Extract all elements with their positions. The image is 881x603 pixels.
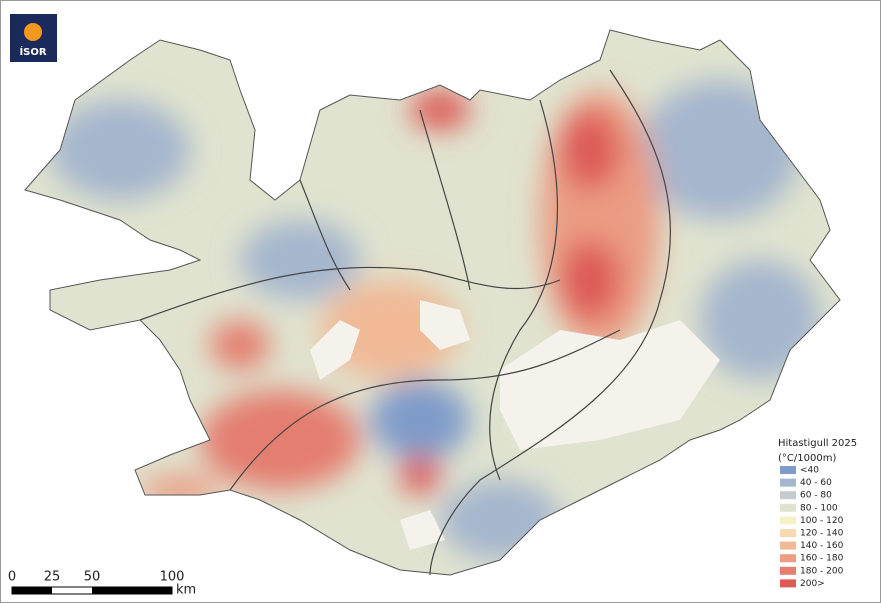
legend-label: 120 - 140 [800,529,844,539]
legend-swatch [780,541,796,550]
legend-swatch [780,466,796,474]
legend-swatch [780,579,796,588]
legend-label: 80 - 100 [800,503,838,513]
legend-swatch [780,566,796,575]
legend-swatch [780,503,796,512]
legend-swatch [780,478,796,487]
legend-subtitle: (°C/1000m) [778,453,836,464]
legend-label: 140 - 160 [800,541,844,551]
logo: ÍSOR [10,14,57,62]
scale-label: 100 [160,570,185,585]
legend-label: 180 - 200 [800,566,844,576]
coastline [24,29,841,576]
logo-text: ÍSOR [19,45,46,58]
legend: Hitastigull 2025 (°C/1000m) <40 40 - 60 60… [778,438,857,589]
legend-swatch [780,529,796,537]
legend-label: 200> [800,579,825,589]
legend-label: 100 - 120 [800,516,844,526]
legend-swatch [780,516,796,525]
scale-label: 50 [84,570,101,585]
legend-title: Hitastigull 2025 [778,438,857,449]
legend-swatch [780,491,796,500]
legend-label: 40 - 60 [800,478,832,488]
legend-swatch [780,554,796,563]
legend-label: 160 - 180 [800,554,844,564]
zone-lines [139,69,672,576]
scale-label: 0 [8,570,16,585]
legend-label: 60 - 80 [800,491,832,501]
scale-label: 25 [44,570,61,585]
scale-unit: km [176,583,196,598]
glacier [310,300,720,550]
legend-label: <40 [800,466,819,476]
